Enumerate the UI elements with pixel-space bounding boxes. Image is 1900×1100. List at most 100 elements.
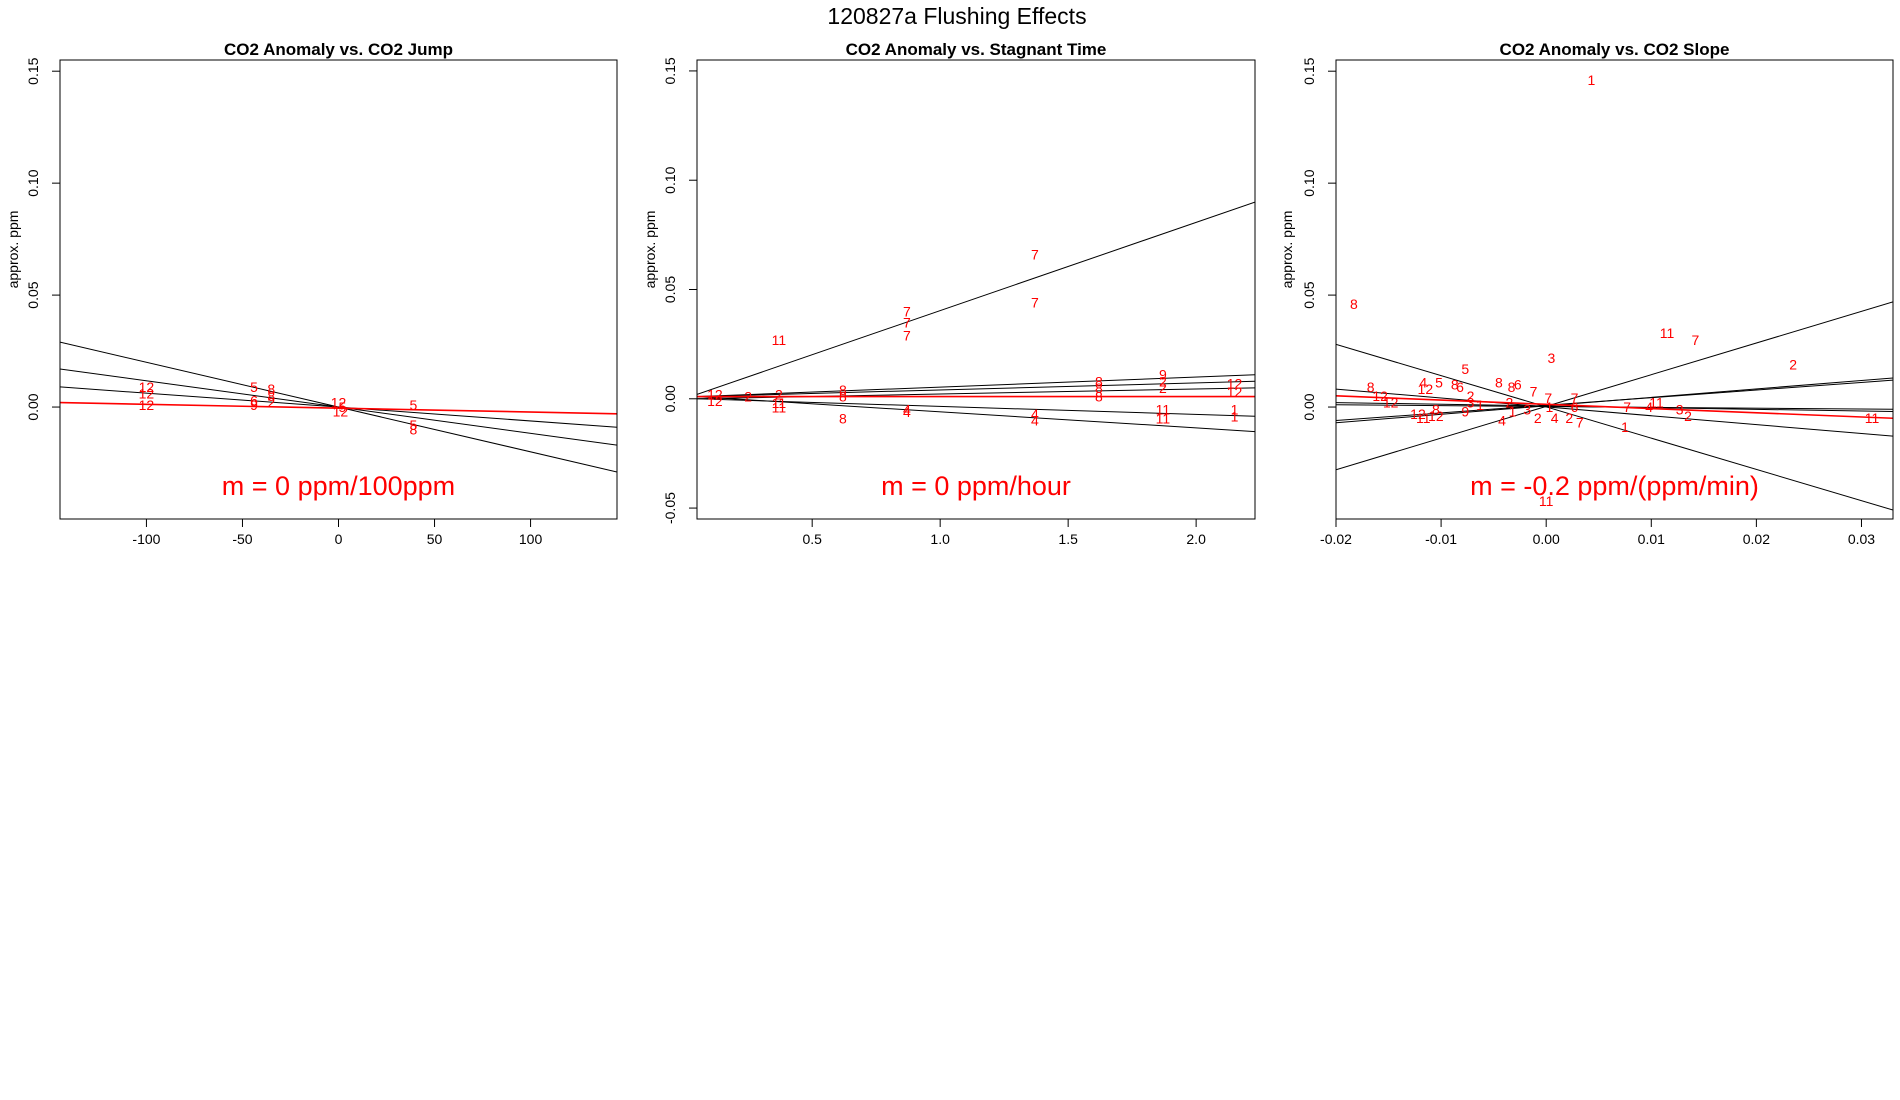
data-point: 7 bbox=[1031, 295, 1039, 311]
data-point: 9 bbox=[1461, 404, 1469, 420]
fit-lines bbox=[1336, 301, 1893, 511]
panel-2: CO2 Anomaly vs. Stagnant Time approx. ppm… bbox=[642, 40, 1256, 547]
data-point: 8 bbox=[1495, 374, 1503, 390]
data-point: 11 bbox=[1660, 325, 1675, 341]
data-point: 12 bbox=[139, 386, 155, 402]
data-point: 6 bbox=[1456, 379, 1464, 395]
y-tick-label: 0.05 bbox=[662, 276, 678, 303]
data-point: 2 bbox=[1565, 410, 1573, 426]
x-axis: -0.02 -0.01 0.00 0.01 0.02 0.03 bbox=[1320, 519, 1875, 547]
data-point: 7 bbox=[903, 327, 911, 343]
data-point: 12 bbox=[333, 404, 349, 420]
data-point: 3 bbox=[1548, 350, 1556, 366]
fit-line bbox=[697, 396, 1255, 433]
data-point: 9 bbox=[1159, 367, 1167, 383]
y-axis-label: approx. ppm bbox=[642, 211, 658, 289]
x-tick-label: 0.01 bbox=[1638, 531, 1665, 547]
fit-line bbox=[697, 201, 1255, 395]
data-point: 8 bbox=[839, 410, 847, 426]
data-point: 7 bbox=[1544, 390, 1552, 406]
data-point: 8 bbox=[839, 389, 847, 405]
data-point: 2 bbox=[1467, 388, 1475, 404]
data-point: 11 bbox=[1865, 410, 1880, 426]
data-point: 12 bbox=[1410, 406, 1426, 422]
data-point: 11 bbox=[772, 332, 787, 348]
data-point: 4 bbox=[903, 404, 911, 420]
data-point: 2 bbox=[744, 389, 752, 405]
data-point: 12 bbox=[1383, 395, 1399, 411]
fit-lines bbox=[697, 201, 1255, 433]
data-point: 4 bbox=[1551, 410, 1559, 426]
x-tick-label: 0.5 bbox=[802, 531, 822, 547]
data-point: 7 bbox=[1692, 332, 1700, 348]
data-point: 8 bbox=[1432, 401, 1440, 417]
fit-line bbox=[1336, 379, 1893, 421]
data-point: 3 bbox=[1676, 401, 1684, 417]
slope-annotation: m = 0 ppm/100ppm bbox=[222, 471, 455, 501]
y-tick-label: 0.10 bbox=[25, 169, 41, 196]
panel-3: CO2 Anomaly vs. CO2 Slope approx. ppm -0.0… bbox=[1279, 40, 1894, 547]
data-point: 8 bbox=[1095, 373, 1103, 389]
data-point: 12 bbox=[1372, 388, 1388, 404]
data-point: 4 bbox=[903, 402, 911, 418]
x-tick-label: 100 bbox=[519, 531, 543, 547]
x-tick-label: -50 bbox=[232, 531, 252, 547]
x-tick-label: 0.02 bbox=[1743, 531, 1770, 547]
data-point: 6 bbox=[1514, 377, 1522, 393]
x-tick-label: 0.00 bbox=[1533, 531, 1560, 547]
data-point: 8 bbox=[1508, 379, 1516, 395]
data-point: 12 bbox=[139, 379, 155, 395]
data-point: 1 bbox=[1476, 397, 1484, 413]
fit-lines bbox=[60, 341, 617, 473]
data-point: 2 bbox=[775, 386, 783, 402]
data-point: 11 bbox=[1156, 410, 1171, 426]
data-point: 8 bbox=[1367, 379, 1375, 395]
data-point: 11 bbox=[772, 395, 787, 411]
data-point: 12 bbox=[707, 386, 723, 402]
y-tick-label: 0.05 bbox=[1301, 281, 1317, 308]
data-point: 5 bbox=[250, 379, 258, 395]
data-point: 8 bbox=[1350, 296, 1358, 312]
data-point: 11 bbox=[1539, 493, 1554, 509]
y-tick-label: 0.00 bbox=[1301, 393, 1317, 420]
y-axis-label: approx. ppm bbox=[5, 211, 21, 289]
data-point: 8 bbox=[839, 382, 847, 398]
fit-line bbox=[1336, 301, 1893, 471]
data-point: 11 bbox=[772, 400, 787, 416]
data-point: 12 bbox=[1227, 384, 1243, 400]
fit-line bbox=[1336, 343, 1893, 511]
data-point: 1 bbox=[1231, 402, 1239, 418]
data-point: 12 bbox=[331, 395, 347, 411]
fit-line bbox=[697, 398, 1255, 417]
overall-fit-line bbox=[1336, 395, 1893, 420]
y-tick-label: 0.15 bbox=[662, 57, 678, 84]
x-axis: 0.5 1.0 1.5 2.0 bbox=[802, 519, 1206, 547]
data-point: 4 bbox=[1419, 374, 1427, 390]
data-point: 2 bbox=[1534, 410, 1542, 426]
data-point: 9 bbox=[250, 397, 258, 413]
data-point: 1 bbox=[1545, 399, 1553, 415]
slope-annotation: m = -0.2 ppm/(ppm/min) bbox=[1470, 471, 1759, 501]
fit-line bbox=[1336, 388, 1893, 437]
data-point: 4 bbox=[1498, 412, 1506, 428]
data-point: 5 bbox=[410, 417, 418, 433]
data-point: 2 bbox=[1159, 380, 1167, 396]
data-point: 2 bbox=[1684, 408, 1692, 424]
y-axis: 0.00 0.05 0.10 0.15 bbox=[1301, 57, 1336, 421]
y-tick-label: 0.15 bbox=[1301, 57, 1317, 84]
panel-title: CO2 Anomaly vs. CO2 Jump bbox=[224, 40, 453, 59]
plot-frame bbox=[1335, 59, 1894, 520]
plot-frame bbox=[59, 59, 618, 520]
data-point: 7 bbox=[1623, 399, 1631, 415]
data-point: 1 bbox=[1621, 419, 1629, 435]
x-tick-label: 0 bbox=[335, 531, 343, 547]
data-point: 2 bbox=[1159, 373, 1167, 389]
data-point: 12 bbox=[1227, 375, 1243, 391]
y-tick-label: -0.05 bbox=[662, 492, 678, 524]
data-point: 11 bbox=[1416, 410, 1431, 426]
data-point: 8 bbox=[267, 381, 275, 397]
data-point: 12 bbox=[139, 397, 155, 413]
